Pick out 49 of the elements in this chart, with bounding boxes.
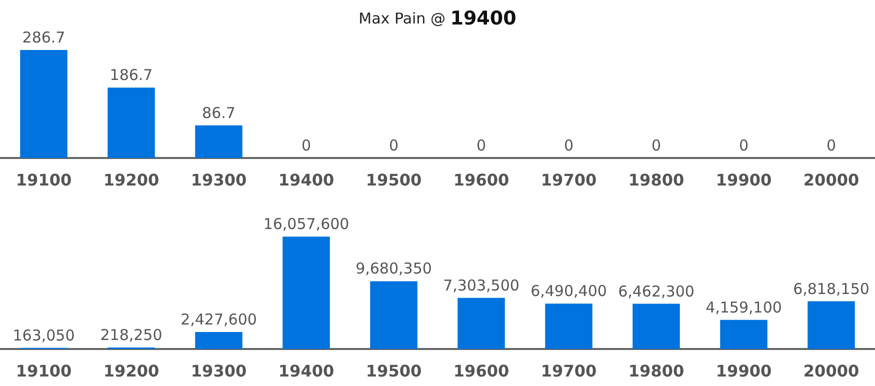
data-label: 0 [651,136,662,154]
data-label: 218,250 [100,326,162,344]
x-tick-label: 19100 [16,362,72,380]
data-label: 2,427,600 [180,310,257,329]
x-tick-label: 19200 [103,170,160,190]
x-tick-label: 19600 [453,170,510,190]
x-tick-label: 19400 [278,362,334,380]
data-label: 86.7 [202,104,236,122]
x-tick-label: 19300 [190,362,247,380]
bar [720,320,768,349]
data-label: 16,057,600 [263,215,350,234]
bar [808,301,855,349]
bar [545,304,592,349]
x-tick-label: 19900 [716,170,772,190]
data-label: 163,050 [12,326,75,344]
chart-title: Max Pain @ 19400 [358,8,516,30]
bar [282,236,330,349]
x-tick-label: 20000 [803,362,860,380]
x-tick-label: 19300 [190,170,247,190]
data-label: 6,490,400 [530,282,607,300]
x-tick-label: 19700 [540,170,597,190]
data-label: 0 [738,136,749,154]
x-tick-label: 19700 [540,362,597,380]
x-tick-label: 19500 [366,170,422,190]
x-tick-label: 19800 [628,362,684,380]
data-label: 9,680,350 [356,260,432,278]
data-label: 6,818,150 [793,280,870,298]
x-tick-label: 19600 [453,362,510,380]
data-label: 7,303,500 [443,276,520,294]
x-tick-label: 19400 [278,170,334,190]
x-tick-label: 19100 [16,170,72,190]
x-tick-label: 19800 [628,170,684,190]
data-label: 4,159,100 [706,298,782,316]
data-label: 6,462,300 [618,282,694,300]
data-label: 186.7 [110,66,153,84]
data-label: 0 [301,136,312,154]
data-label: 286.7 [22,28,66,47]
x-tick-label: 19900 [716,362,772,380]
data-label: 0 [564,136,574,154]
bar [632,304,680,349]
bar [458,298,505,349]
x-tick-label: 19500 [366,362,422,380]
bar [370,281,418,349]
data-label: 0 [388,136,399,154]
data-label: 0 [826,136,836,154]
x-tick-label: 19200 [103,362,160,380]
bar [195,332,242,349]
x-tick-label: 20000 [803,170,860,190]
data-label: 0 [476,136,486,154]
